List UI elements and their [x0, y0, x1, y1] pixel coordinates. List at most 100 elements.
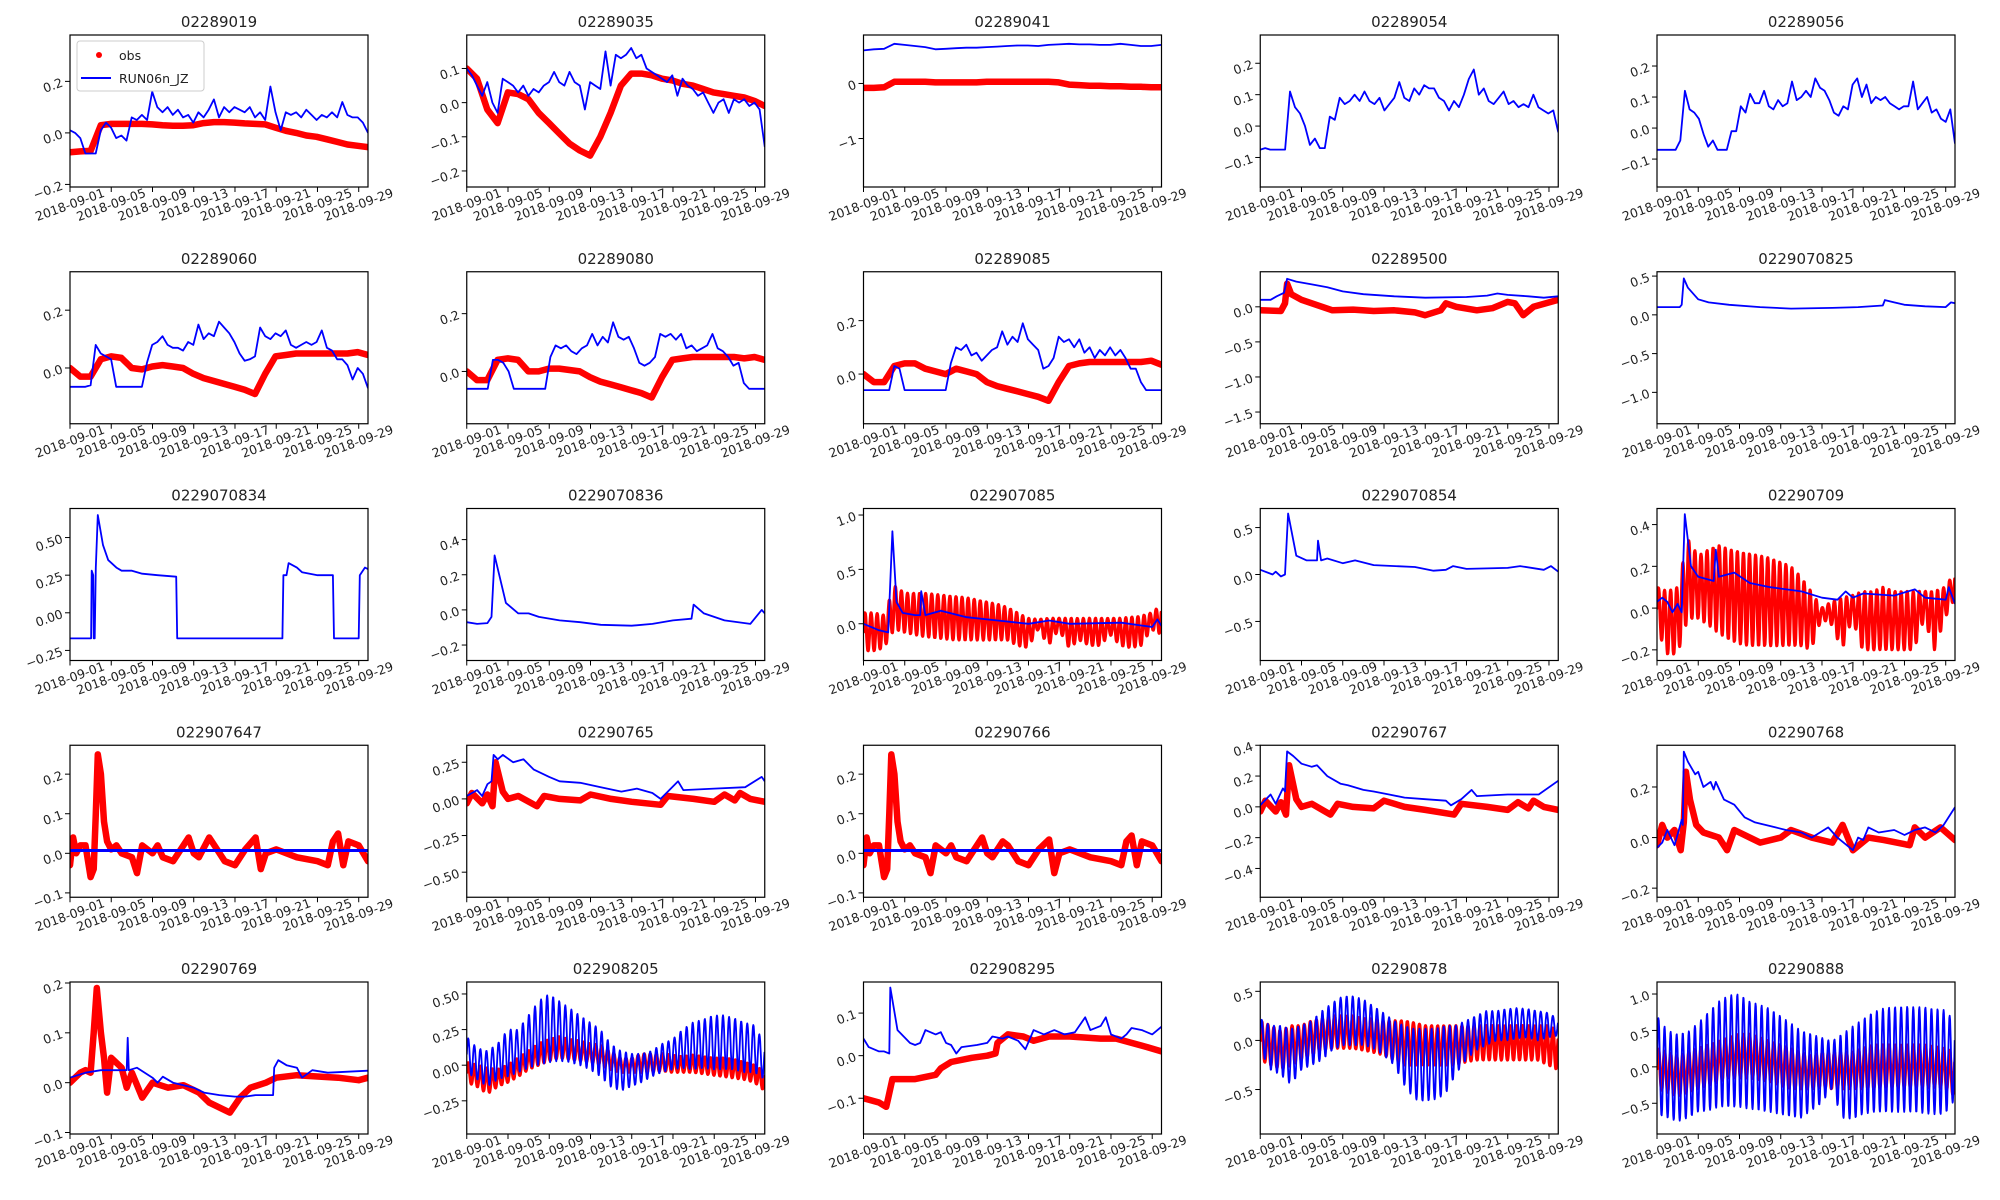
y-tick-label: −0.5 [1221, 335, 1255, 359]
y-tick-label: 0.2 [1231, 57, 1255, 78]
plot-area [70, 320, 368, 398]
y-tick-label: −0.5 [1618, 347, 1652, 371]
legend-sim-label: RUN06n_JZ [119, 71, 189, 86]
subplot-title: 02289080 [578, 250, 654, 268]
y-tick-label: 0.0 [834, 617, 858, 638]
sim-series [466, 994, 765, 1091]
obs-series [863, 1031, 1162, 1111]
axes-frame [1656, 981, 1956, 1135]
obs-series [1260, 280, 1559, 319]
y-tick-label: 0.2 [1628, 560, 1652, 581]
plot-area [1657, 277, 1955, 310]
y-tick-label: 0.1 [41, 807, 65, 828]
obs-series [1260, 762, 1559, 818]
plot-area [1657, 993, 1955, 1122]
axes-frame [1259, 507, 1559, 662]
subplot-0229070834: 02290708342018-09-012018-09-052018-09-09… [24, 487, 396, 698]
y-tick-label: 0.2 [41, 75, 65, 96]
y-tick-label: −0.2 [428, 638, 462, 662]
y-tick-label: 0.50 [430, 987, 461, 1011]
axes-frame [466, 507, 766, 662]
y-tick-label: 0.0 [438, 603, 462, 624]
axes-frame [69, 981, 369, 1135]
y-tick-label: 0.0 [1628, 831, 1652, 852]
subplot-022908295: 0229082952018-09-012018-09-052018-09-092… [825, 960, 1189, 1171]
subplot-0229070854: 02290708542018-09-012018-09-052018-09-09… [1221, 487, 1585, 698]
y-tick-label: −0.1 [1221, 151, 1255, 175]
sim-series [863, 322, 1162, 392]
subplot-title: 02290769 [181, 960, 257, 978]
subplot-022907647: 0229076472018-09-012018-09-052018-09-092… [31, 723, 395, 934]
subplot-title: 02290767 [1371, 723, 1447, 741]
axes-frame [69, 507, 369, 662]
y-tick-label: 0.25 [430, 756, 461, 780]
y-tick-label: 0.4 [1231, 739, 1255, 760]
y-tick-label: 0.0 [41, 126, 65, 147]
axes-frame [862, 34, 1163, 188]
plot-area [70, 751, 368, 881]
y-tick-label: 0.0 [41, 361, 65, 382]
axes-frame [69, 34, 369, 188]
subplot-02290709: 022907092018-09-012018-09-052018-09-0920… [1618, 487, 1982, 698]
y-tick-label: 0.5 [834, 563, 858, 584]
axes-frame [1656, 271, 1956, 425]
plot-area [1657, 77, 1955, 151]
axes-frame [1656, 507, 1956, 662]
y-tick-label: 0.0 [1628, 308, 1652, 329]
sim-series [863, 42, 1162, 52]
plot-area [70, 514, 368, 640]
sim-series [466, 754, 765, 800]
obs-series [466, 759, 765, 810]
sim-series [1260, 995, 1559, 1102]
y-tick-label: 0.2 [41, 976, 65, 997]
obs-series [70, 984, 368, 1116]
subplot-02289035: 022890352018-09-012018-09-052018-09-0920… [428, 13, 792, 224]
subplot-02289041: 022890412018-09-012018-09-052018-09-0920… [827, 13, 1189, 224]
y-tick-label: −0.1 [31, 886, 65, 910]
obs-series [863, 78, 1162, 92]
subplot-title: 022908205 [573, 960, 659, 978]
subplot-02290768: 022907682018-09-012018-09-052018-09-0920… [1618, 723, 1982, 934]
plot-area [70, 984, 368, 1116]
subplot-02290769: 022907692018-09-012018-09-052018-09-0920… [31, 960, 395, 1171]
plot-area [1657, 513, 1955, 656]
y-tick-label: −1.5 [1221, 405, 1255, 429]
sim-series [863, 530, 1162, 634]
subplot-title: 02289041 [974, 13, 1050, 31]
subplot-02289085: 022890852018-09-012018-09-052018-09-0920… [827, 250, 1189, 461]
sim-series [863, 986, 1162, 1055]
subplot-022908205: 0229082052018-09-012018-09-052018-09-092… [420, 960, 792, 1171]
y-tick-label: 0.2 [438, 568, 462, 589]
subplot-title: 0229070836 [568, 487, 663, 505]
axes-frame [862, 271, 1163, 425]
axes-frame [69, 271, 369, 425]
subplot-title: 02289035 [578, 13, 654, 31]
y-tick-label: 0.2 [834, 768, 858, 789]
obs-series [70, 348, 368, 398]
legend-obs-marker [96, 52, 102, 58]
axes-frame [466, 271, 766, 425]
y-tick-label: 0.0 [1231, 568, 1255, 589]
plot-area [1260, 68, 1559, 151]
subplot-02290766: 022907662018-09-012018-09-052018-09-0920… [825, 723, 1189, 934]
legend: obs RUN06n_JZ [76, 40, 205, 92]
y-tick-label: −0.5 [1221, 1083, 1255, 1107]
axes-frame [862, 507, 1163, 662]
plot-area [466, 321, 765, 401]
axes-frame [466, 981, 766, 1135]
subplot-0229070825: 02290708252018-09-012018-09-052018-09-09… [1618, 250, 1982, 461]
subplot-022907085: 0229070852018-09-012018-09-052018-09-092… [827, 487, 1189, 698]
subplot-title: 02290878 [1371, 960, 1447, 978]
plot-area [466, 754, 765, 810]
subplot-title: 02289019 [181, 13, 257, 31]
subplot-title: 02290768 [1768, 723, 1844, 741]
y-tick-label: 0.50 [33, 531, 64, 555]
y-tick-label: 0.25 [430, 1023, 461, 1047]
subplot-title: 02290765 [578, 723, 654, 741]
y-tick-label: −0.25 [420, 1094, 461, 1121]
subplot-02290878: 022908782018-09-012018-09-052018-09-0920… [1221, 960, 1585, 1171]
subplot-02289056: 022890562018-09-012018-09-052018-09-0920… [1618, 13, 1982, 224]
axes-frame [1259, 271, 1559, 425]
sim-series [1657, 513, 1955, 614]
